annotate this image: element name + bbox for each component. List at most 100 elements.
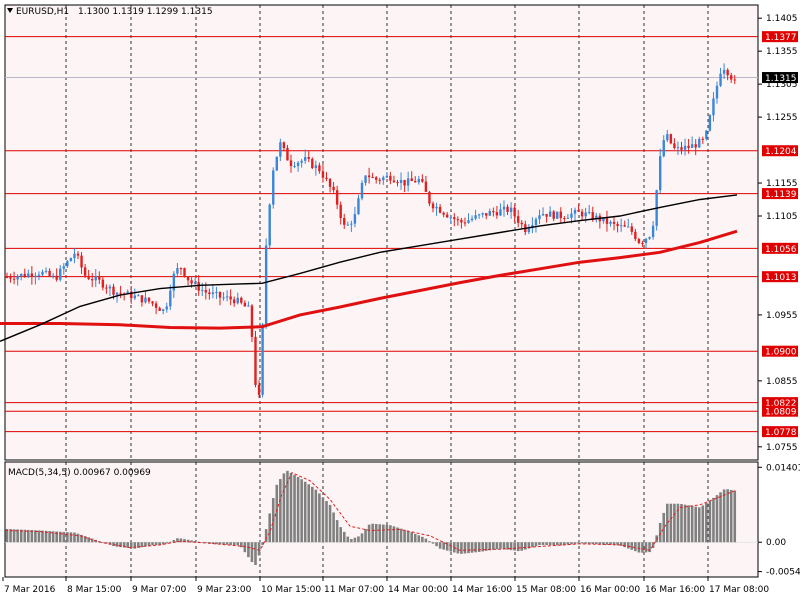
candle-body — [293, 165, 296, 167]
macd-bar — [261, 542, 264, 545]
macd-bar — [222, 542, 225, 545]
dropdown-triangle-icon[interactable] — [7, 8, 13, 13]
candle-body — [378, 179, 381, 181]
x-tick-label: 15 Mar 08:00 — [516, 585, 576, 595]
macd-bar — [687, 505, 690, 543]
macd-bar — [662, 512, 666, 543]
macd-bar — [318, 493, 321, 543]
macd-bar — [630, 542, 634, 550]
macd-bar — [151, 542, 154, 546]
candle-body — [637, 239, 641, 243]
macd-bar — [339, 527, 342, 543]
macd-bar — [332, 512, 335, 543]
candle-body — [218, 291, 222, 298]
candle-body — [456, 219, 460, 221]
candle-body — [112, 286, 115, 295]
macd-bar — [449, 542, 453, 552]
candle-body — [34, 275, 37, 277]
candle-body — [364, 175, 367, 183]
macd-bar — [623, 542, 626, 548]
y-tick-label: 1.1305 — [766, 80, 798, 90]
x-tick-label: 10 Mar 15:00 — [261, 585, 321, 595]
candle-body — [9, 277, 12, 279]
candle-body — [619, 225, 623, 227]
candle-body — [80, 255, 83, 268]
macd-bar — [389, 525, 392, 543]
macd-bar — [683, 504, 687, 543]
main-plot-background — [4, 4, 759, 578]
candle-body — [289, 160, 293, 166]
macd-bar — [577, 542, 580, 544]
macd-bar — [101, 542, 105, 543]
macd-bar — [637, 542, 641, 553]
macd-bar — [456, 542, 460, 554]
candle-body — [548, 211, 552, 217]
candle-body — [680, 147, 683, 150]
candle-body — [438, 206, 442, 213]
candle-body — [492, 211, 495, 213]
macd-bar — [236, 542, 240, 546]
candle-body — [580, 211, 584, 217]
candle-body — [602, 217, 605, 222]
candle-body — [346, 224, 349, 226]
candle-body — [282, 142, 286, 149]
macd-bar — [719, 492, 722, 543]
macd-signal-line — [4, 472, 737, 551]
macd-bar — [690, 505, 694, 543]
x-tick-label: 17 Mar 08:00 — [709, 585, 769, 595]
candle-body — [417, 178, 420, 183]
candle-body — [499, 209, 502, 216]
macd-bar — [62, 531, 66, 543]
candle-body — [5, 277, 9, 279]
macd-bar — [442, 542, 445, 550]
macd-bar — [722, 489, 726, 543]
macd-bar — [314, 489, 318, 543]
macd-bar — [69, 532, 73, 543]
candle-body — [517, 216, 520, 223]
candle-body — [676, 147, 680, 149]
candle-body — [286, 148, 289, 161]
candle-body — [87, 275, 90, 280]
candle-body — [98, 276, 101, 280]
ma-slow-line — [0, 229, 738, 330]
macd-bar — [399, 528, 403, 543]
level-label: 1.1139 — [765, 190, 797, 200]
candle-body — [257, 384, 261, 395]
y-tick-label: 1.1155 — [766, 179, 798, 189]
macd-bar — [580, 542, 584, 544]
candle-body — [683, 145, 687, 150]
candle-body — [16, 276, 19, 280]
macd-bar — [147, 542, 151, 546]
candle-body — [264, 245, 268, 325]
candle-body — [311, 158, 314, 169]
macd-bar — [548, 542, 552, 546]
candle-body — [144, 297, 147, 303]
macd-bar — [445, 542, 449, 551]
candle-body — [477, 214, 481, 216]
macd-bar — [733, 490, 737, 543]
candle-body — [154, 303, 158, 308]
macd-bar — [651, 542, 655, 548]
macd-bar — [215, 542, 218, 545]
y-tick-label: 1.0855 — [766, 377, 798, 387]
candle-body — [165, 306, 168, 310]
macd-bar — [169, 541, 172, 543]
candle-body — [357, 198, 360, 215]
macd-bar — [176, 538, 179, 543]
candle-body — [502, 206, 506, 210]
candle-body — [644, 238, 648, 244]
candle-body — [712, 98, 715, 116]
macd-bar — [218, 542, 222, 545]
candle-body — [556, 211, 559, 219]
candle-body — [442, 212, 445, 215]
candle-body — [715, 85, 719, 99]
level-label-box — [762, 397, 798, 409]
candle-body — [520, 222, 523, 225]
candle-body — [27, 273, 30, 277]
macd-bar — [279, 479, 282, 543]
candle-body — [240, 297, 243, 303]
candle-body — [94, 276, 97, 281]
candle-body — [463, 222, 467, 224]
candle-body — [83, 267, 87, 276]
